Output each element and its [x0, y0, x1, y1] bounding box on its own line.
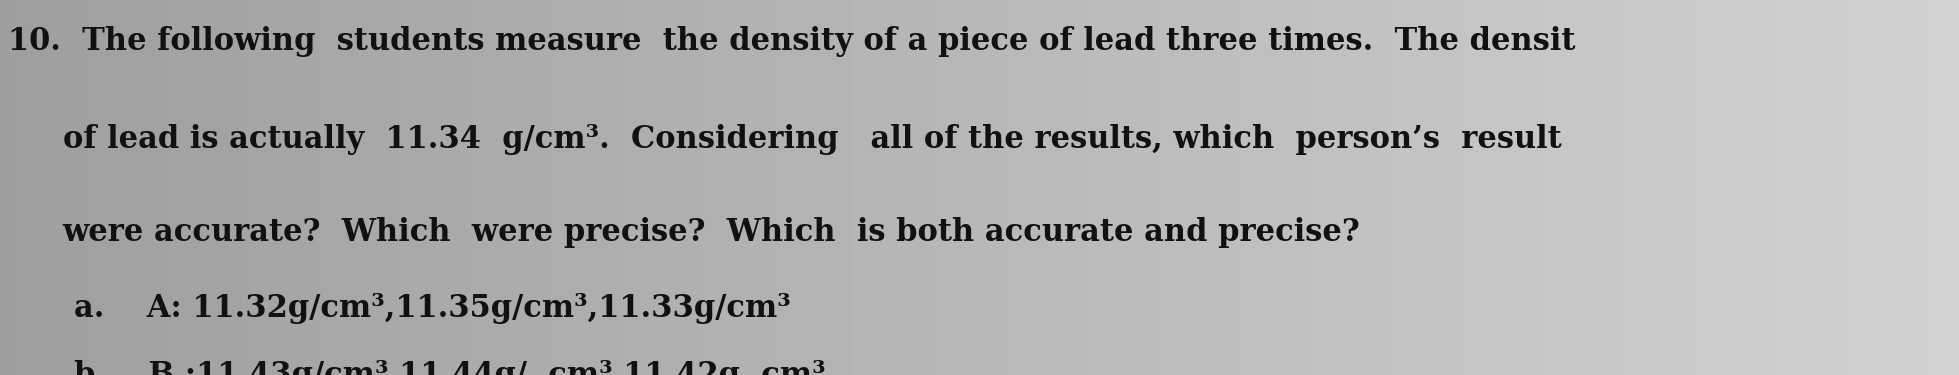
Text: a.    A: 11.32g/cm³,11.35g/cm³,11.33g/cm³: a. A: 11.32g/cm³,11.35g/cm³,11.33g/cm³	[74, 292, 791, 324]
Text: b.    B :11.43g/cm³,11.44g/  cm³,11.42g  cm³: b. B :11.43g/cm³,11.44g/ cm³,11.42g cm³	[74, 360, 827, 375]
Text: of lead is actually  11.34  g/cm³.  Considering   all of the results, which  per: of lead is actually 11.34 g/cm³. Conside…	[63, 124, 1561, 155]
Text: 10.  The following  students measure  the density of a piece of lead three times: 10. The following students measure the d…	[8, 26, 1575, 57]
Text: were accurate?  Which  were precise?  Which  is both accurate and precise?: were accurate? Which were precise? Which…	[63, 217, 1360, 249]
